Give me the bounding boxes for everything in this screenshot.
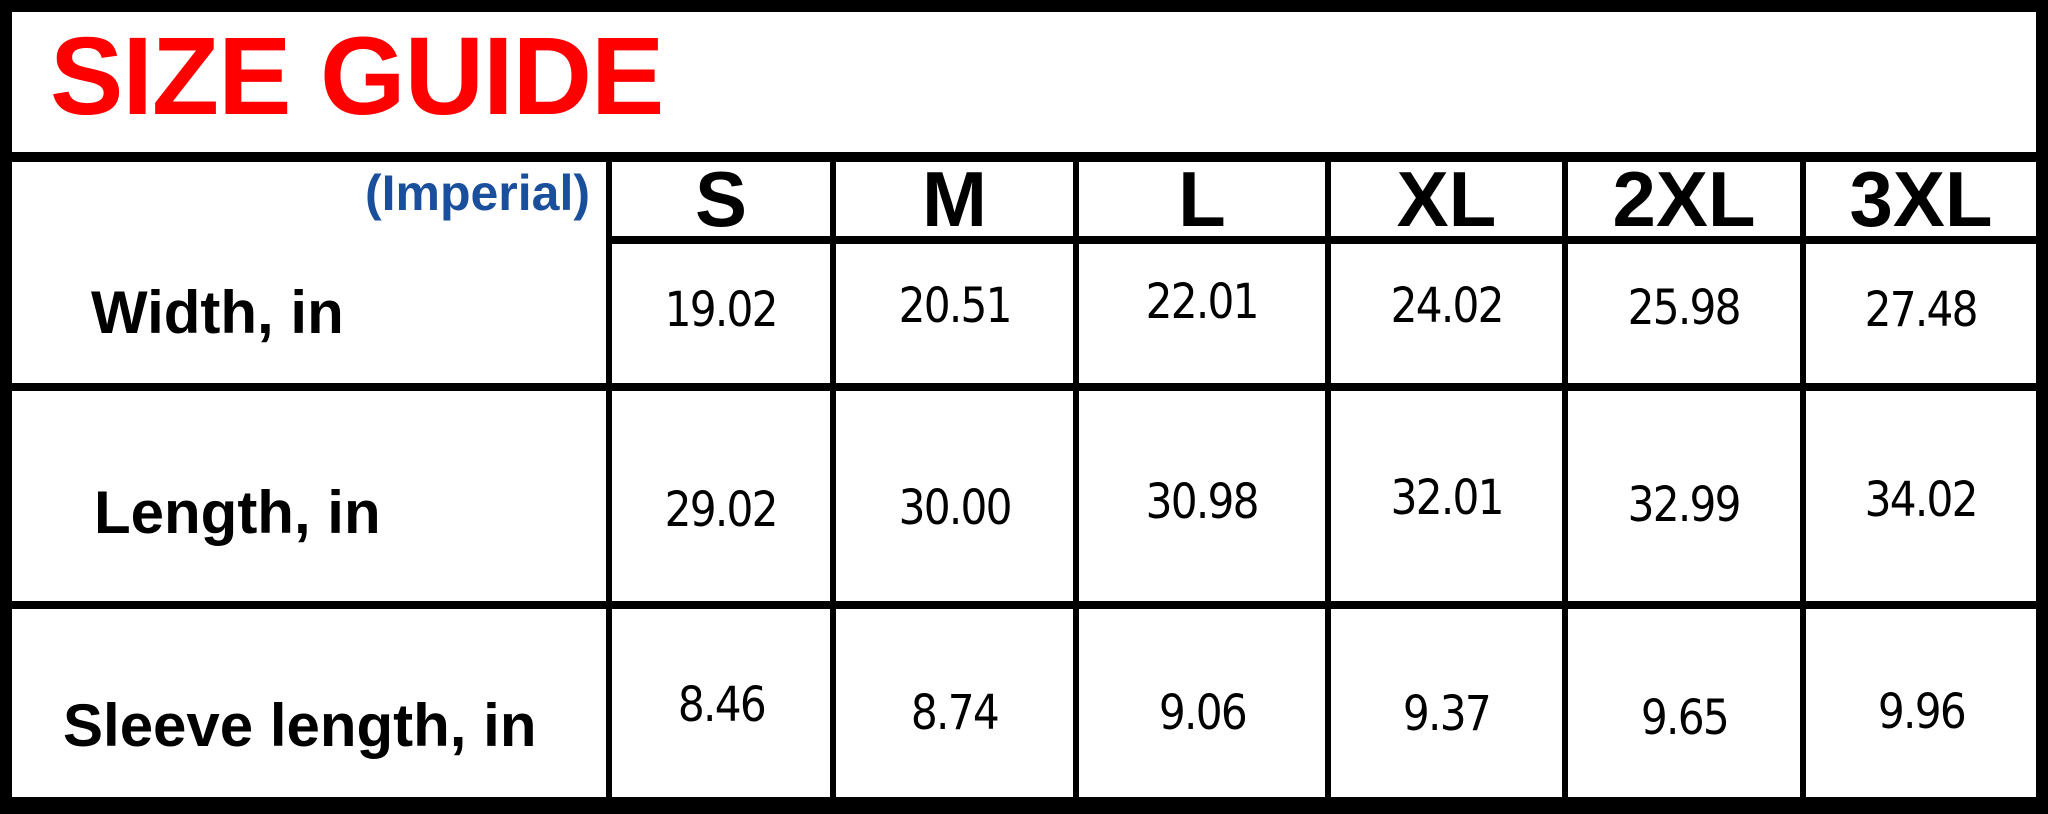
table-cell: 32.01 (1390, 470, 1504, 526)
unit-label: (Imperial) (364, 165, 590, 221)
table-cell: 27.48 (1864, 282, 1979, 338)
col-divider (1073, 152, 1079, 802)
table-cell: 29.02 (664, 482, 779, 538)
size-header-xl: XL (1396, 155, 1497, 243)
table-cell: 9.37 (1402, 686, 1492, 742)
table-cell: 9.65 (1640, 690, 1729, 746)
col-divider (1325, 152, 1331, 802)
size-header-s: S (694, 155, 748, 243)
border-top (0, 0, 2048, 12)
table-cell: 30.00 (898, 480, 1012, 536)
col-divider (1562, 152, 1568, 802)
table-cell: 9.06 (1158, 685, 1247, 741)
row-divider (0, 601, 2048, 609)
col-divider (606, 152, 612, 802)
table-cell: 22.01 (1145, 274, 1260, 330)
table-cell: 9.96 (1877, 684, 1966, 740)
row-divider (0, 383, 2048, 391)
table-cell: 30.98 (1145, 474, 1260, 530)
row-label-length: Length, in (94, 479, 381, 546)
size-header-2xl: 2XL (1612, 155, 1756, 243)
table-cell: 32.99 (1627, 477, 1742, 533)
size-header-l: L (1178, 155, 1226, 243)
border-right (2036, 0, 2048, 814)
size-header-3xl: 3XL (1849, 155, 1993, 243)
border-bottom (0, 797, 2048, 814)
table-cell: 24.02 (1390, 278, 1504, 334)
col-divider (1800, 152, 1806, 802)
table-cell: 8.46 (677, 677, 766, 733)
table-cell: 25.98 (1627, 280, 1742, 336)
table-cell: 8.74 (910, 685, 1000, 741)
border-left (0, 0, 12, 814)
table-cell: 34.02 (1864, 472, 1979, 528)
row-label-sleeve-length: Sleeve length, in (63, 692, 537, 759)
table-cell: 19.02 (664, 282, 779, 338)
row-label-width: Width, in (91, 279, 344, 346)
page-title: SIZE GUIDE (50, 15, 664, 138)
table-cell: 20.51 (898, 278, 1012, 334)
title-divider (0, 152, 2048, 162)
col-divider (830, 152, 836, 802)
size-header-m: M (922, 155, 987, 243)
